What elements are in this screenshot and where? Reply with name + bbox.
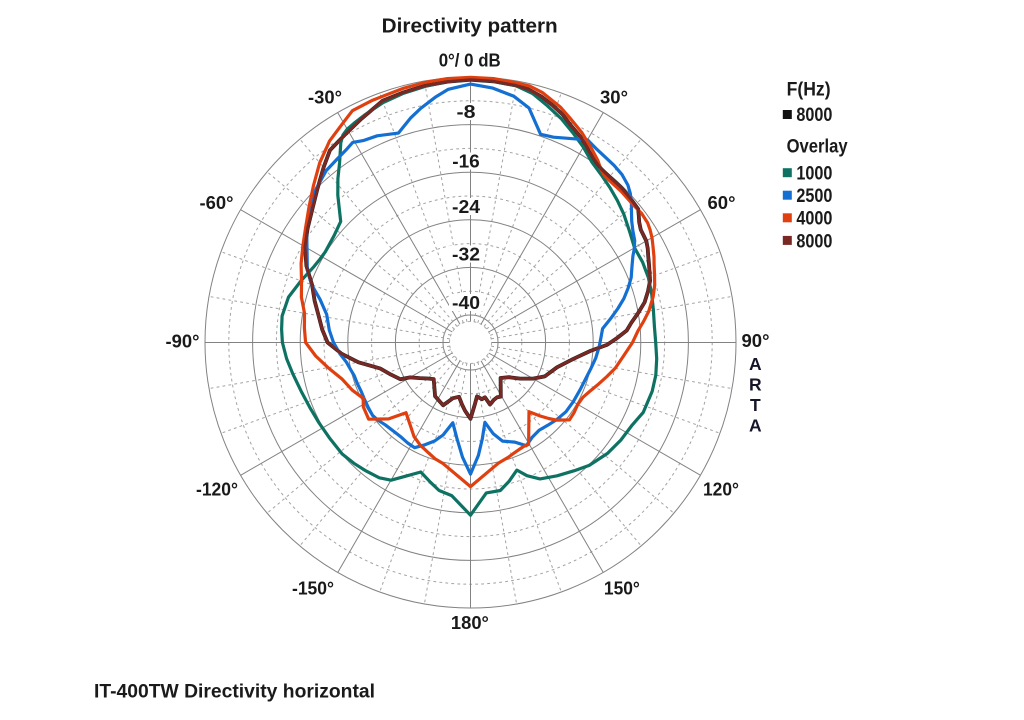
svg-text:8000: 8000	[796, 231, 832, 252]
svg-text:-120°: -120°	[196, 479, 238, 499]
svg-text:2500: 2500	[796, 186, 832, 207]
svg-text:-32: -32	[452, 244, 480, 264]
svg-text:IT-400TW Directivity horizonta: IT-400TW Directivity horizontal	[94, 681, 375, 703]
svg-text:-90°: -90°	[166, 332, 200, 352]
svg-text:60°: 60°	[708, 193, 736, 213]
svg-text:Directivity pattern: Directivity pattern	[382, 15, 558, 38]
svg-text:-40: -40	[452, 293, 480, 313]
svg-text:T: T	[750, 395, 761, 415]
svg-text:-16: -16	[452, 151, 480, 171]
svg-text:180°: 180°	[451, 613, 489, 633]
svg-text:30°: 30°	[600, 87, 628, 107]
svg-text:120°: 120°	[703, 479, 739, 499]
svg-text:Overlay: Overlay	[787, 136, 848, 157]
svg-text:8000: 8000	[796, 105, 832, 126]
svg-text:150°: 150°	[604, 579, 640, 599]
svg-text:0°/ 0 dB: 0°/ 0 dB	[439, 51, 501, 71]
svg-text:4000: 4000	[796, 209, 832, 230]
svg-text:F(Hz): F(Hz)	[787, 79, 831, 100]
svg-text:-150°: -150°	[292, 579, 334, 599]
svg-text:-8: -8	[457, 102, 476, 122]
svg-text:-24: -24	[452, 197, 480, 217]
svg-text:90°: 90°	[742, 331, 770, 351]
svg-text:-30°: -30°	[308, 87, 342, 107]
svg-text:A: A	[749, 354, 762, 374]
svg-text:A: A	[749, 416, 762, 436]
svg-text:1000: 1000	[796, 164, 832, 185]
svg-text:R: R	[749, 375, 762, 395]
svg-text:-60°: -60°	[200, 193, 234, 213]
